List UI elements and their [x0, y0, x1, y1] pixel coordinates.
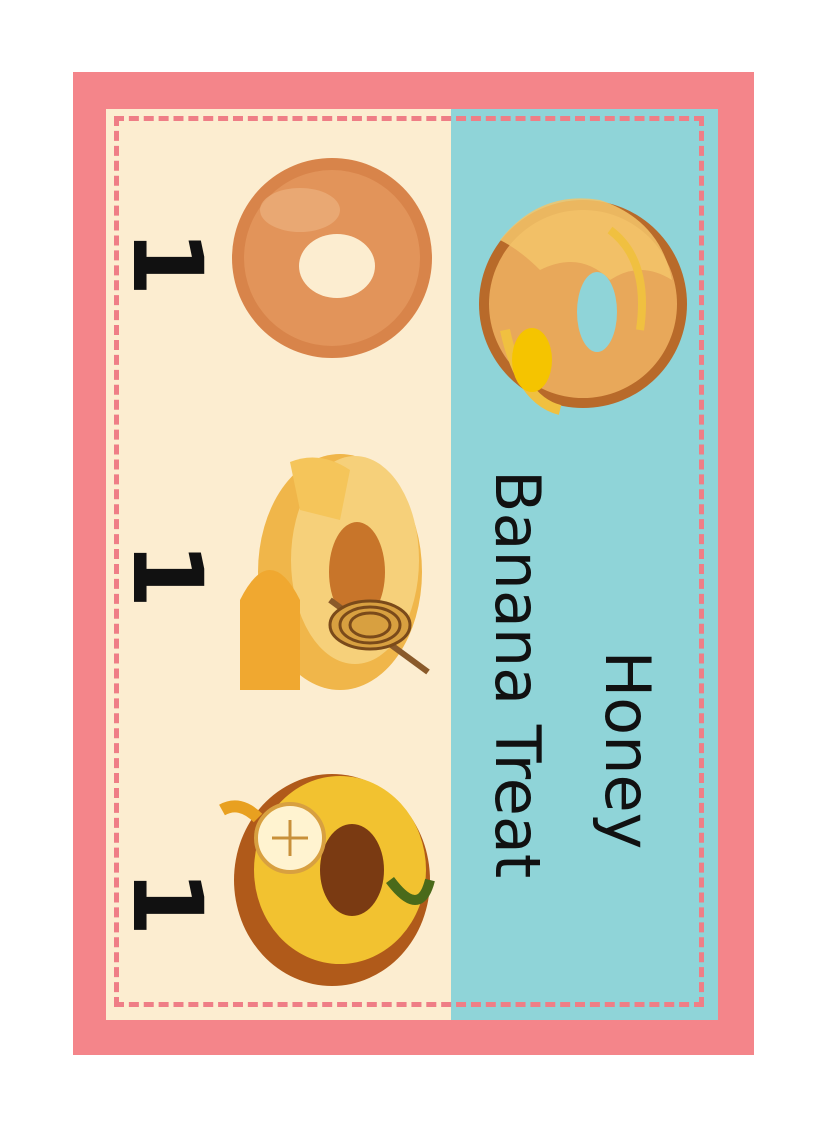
honey-banana-donut-icon [479, 198, 687, 415]
honey-donut-icon [240, 454, 430, 690]
cut-line-border [114, 116, 704, 1007]
ingredient-qty-3: 1 [111, 869, 223, 937]
title-line-2: Banana Treat [481, 470, 554, 879]
plain-donut-icon [232, 158, 432, 358]
banana-donut-icon [219, 774, 435, 986]
ingredient-qty-1: 1 [111, 229, 223, 297]
title-line-1: Honey [591, 650, 664, 850]
ingredient-qty-2: 1 [111, 541, 223, 609]
